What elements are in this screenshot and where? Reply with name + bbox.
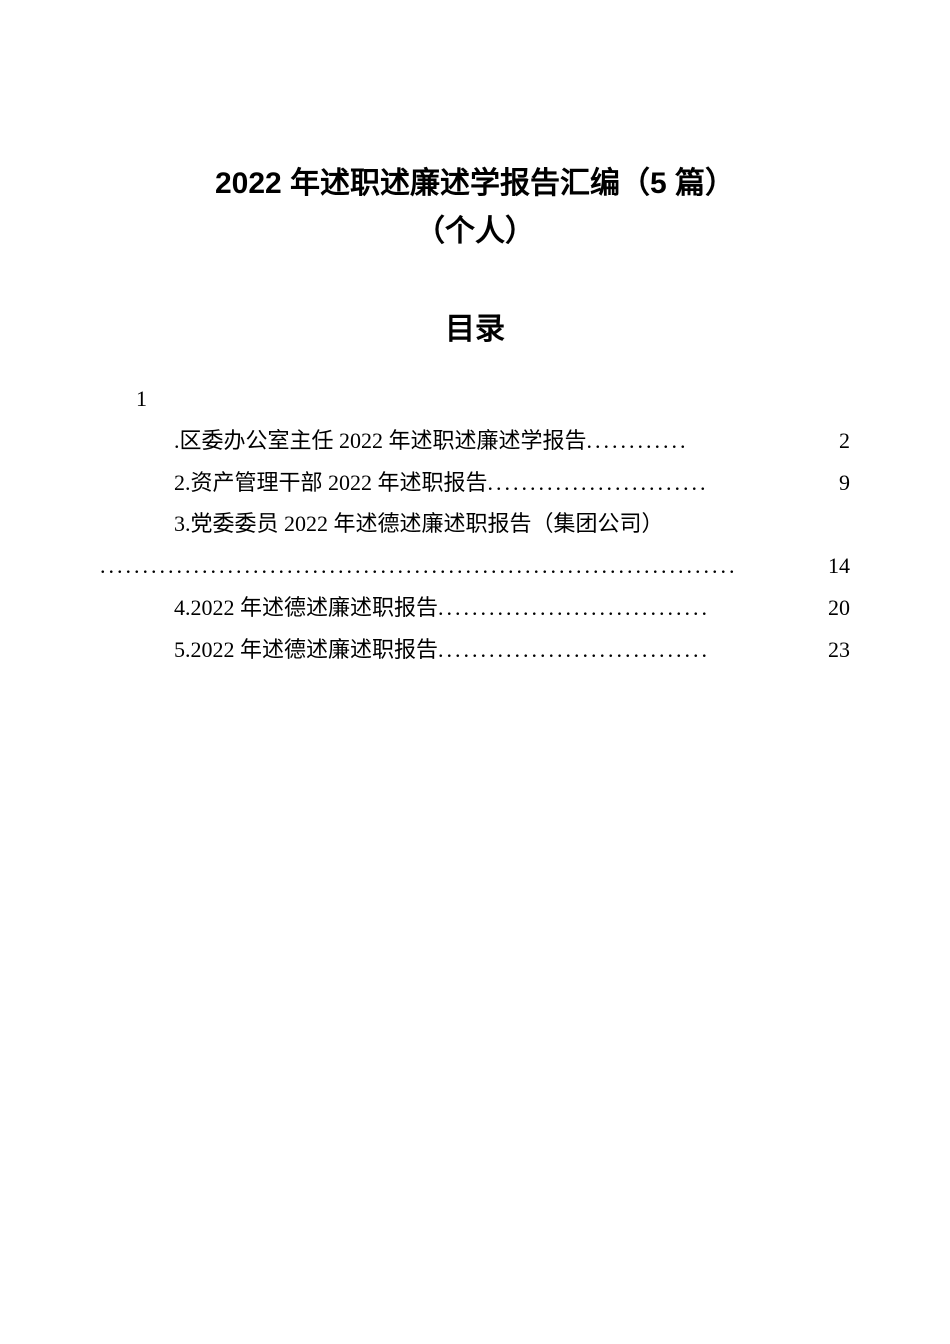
toc-entry-3-continuation: ........................................… xyxy=(100,545,850,587)
document-title-line2: （个人） xyxy=(100,208,850,256)
toc-entry-page: 2 xyxy=(839,420,850,462)
toc-entry-page: 20 xyxy=(828,587,850,629)
toc-entry-dots: ............ xyxy=(587,420,839,462)
toc-prefix-number: 1 xyxy=(100,378,850,420)
document-title-line1: 2022 年述职述廉述学报告汇编（5 篇） xyxy=(100,160,850,208)
toc-entry-text: 4.2022 年述德述廉述职报告 xyxy=(174,587,438,629)
toc-entry-4: 4.2022 年述德述廉述职报告 .......................… xyxy=(100,587,850,629)
toc-entry-dots: ................................ xyxy=(438,629,828,671)
toc-entry-text: 3.党委委员 2022 年述德述廉述职报告（集团公司） xyxy=(174,503,664,545)
toc-entry-text: 2.资产管理干部 2022 年述职报告 xyxy=(174,462,488,504)
toc-heading: 目录 xyxy=(100,304,850,348)
toc-entry-dots: ........................................… xyxy=(100,545,828,587)
toc-entry-text: 5.2022 年述德述廉述职报告 xyxy=(174,629,438,671)
toc-entry-2: 2.资产管理干部 2022 年述职报告 ....................… xyxy=(100,462,850,504)
toc-entry-dots: ................................ xyxy=(438,587,828,629)
toc-entry-page: 23 xyxy=(828,629,850,671)
toc-entry-page: 9 xyxy=(839,462,850,504)
toc-entry-text: .区委办公室主任 2022 年述职述廉述学报告 xyxy=(174,420,587,462)
toc-entry-dots: .......................... xyxy=(488,462,839,504)
toc-entry-page: 14 xyxy=(828,545,850,587)
toc-entry-1: .区委办公室主任 2022 年述职述廉述学报告 ............ 2 xyxy=(100,420,850,462)
toc-entry-5: 5.2022 年述德述廉述职报告 .......................… xyxy=(100,629,850,671)
toc-entry-3: 3.党委委员 2022 年述德述廉述职报告（集团公司） xyxy=(100,503,850,545)
